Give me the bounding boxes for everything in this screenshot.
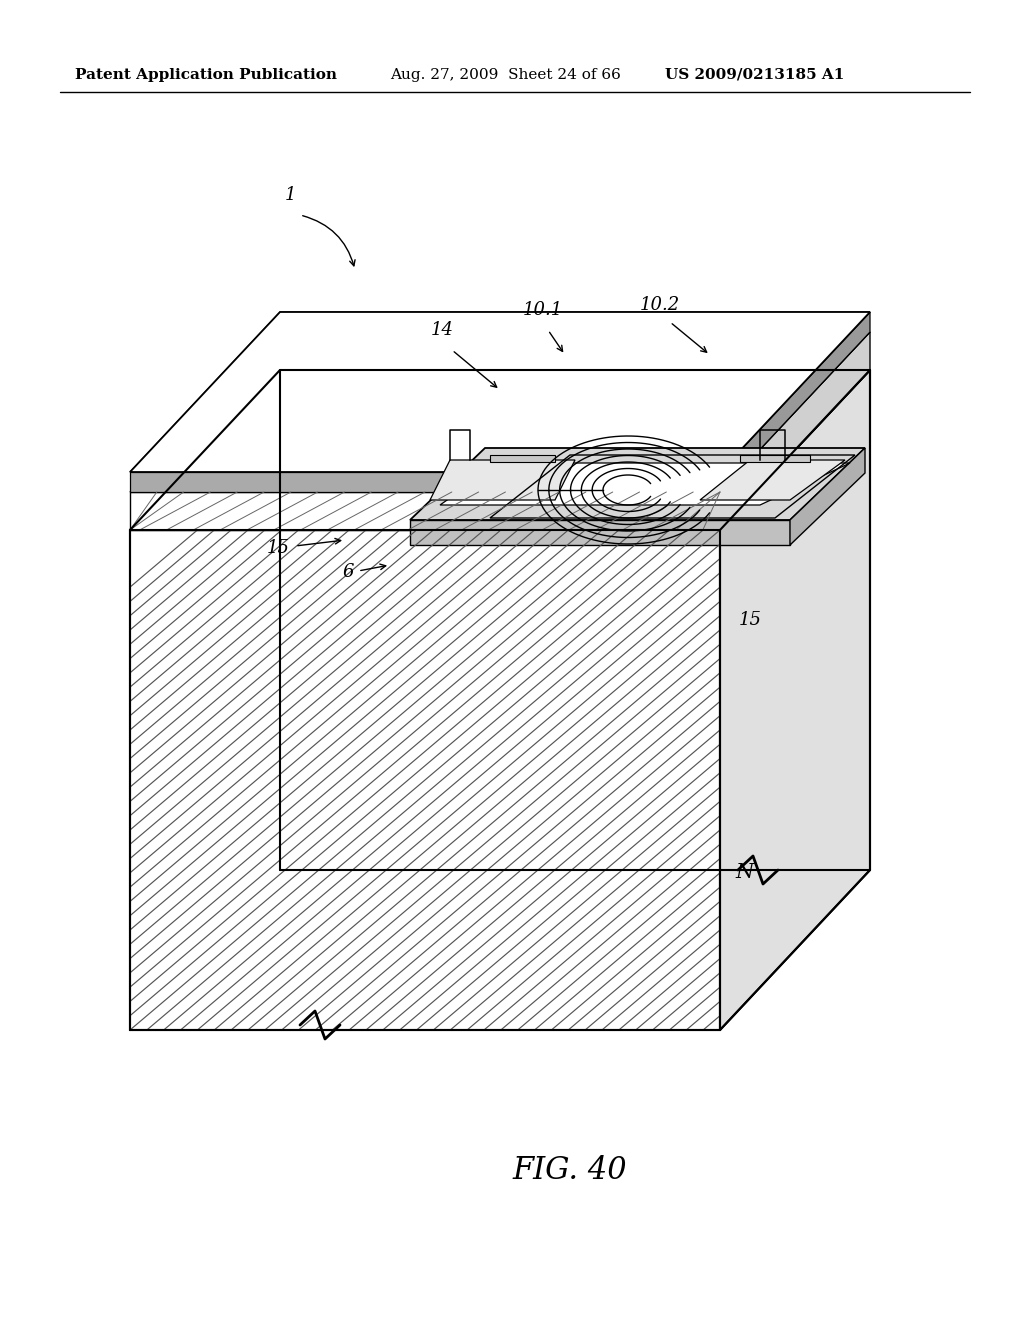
Polygon shape — [720, 333, 870, 531]
Text: 14: 14 — [430, 321, 454, 339]
Polygon shape — [130, 333, 870, 492]
Polygon shape — [430, 459, 575, 500]
Polygon shape — [130, 492, 720, 531]
Text: 15: 15 — [738, 611, 762, 630]
Text: Patent Application Publication: Patent Application Publication — [75, 69, 337, 82]
Polygon shape — [720, 370, 870, 1030]
Text: 10.2: 10.2 — [640, 296, 680, 314]
Polygon shape — [700, 459, 845, 500]
Polygon shape — [130, 370, 870, 531]
Polygon shape — [720, 312, 870, 492]
Polygon shape — [740, 455, 810, 462]
Polygon shape — [410, 447, 865, 520]
Polygon shape — [130, 312, 870, 473]
Text: US 2009/0213185 A1: US 2009/0213185 A1 — [665, 69, 845, 82]
Text: N: N — [736, 862, 754, 882]
Text: 15: 15 — [266, 539, 290, 557]
Polygon shape — [790, 447, 865, 545]
Polygon shape — [130, 312, 870, 473]
Text: 6: 6 — [342, 564, 353, 581]
Text: Aug. 27, 2009  Sheet 24 of 66: Aug. 27, 2009 Sheet 24 of 66 — [390, 69, 621, 82]
Text: 1: 1 — [285, 186, 296, 205]
Polygon shape — [490, 455, 555, 462]
Polygon shape — [130, 531, 720, 1030]
Polygon shape — [410, 520, 790, 545]
Text: FIG. 40: FIG. 40 — [513, 1155, 628, 1185]
Polygon shape — [130, 473, 720, 492]
Polygon shape — [440, 463, 850, 506]
Text: 10.1: 10.1 — [523, 301, 563, 319]
